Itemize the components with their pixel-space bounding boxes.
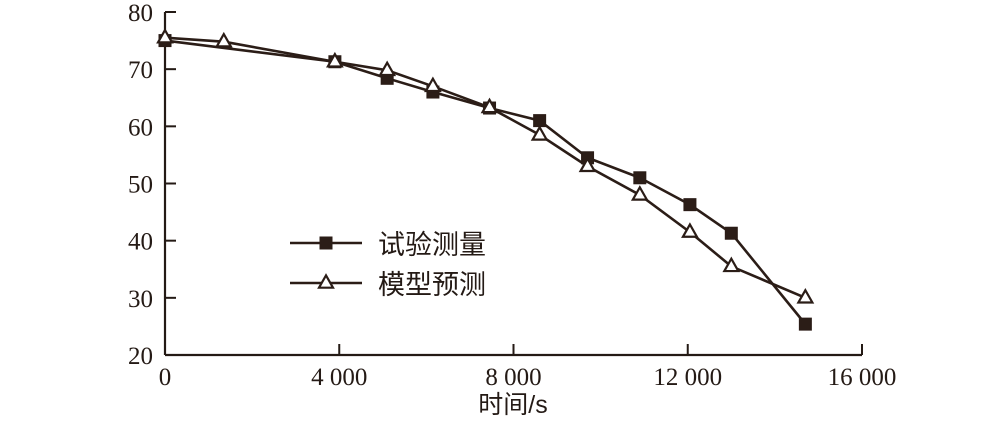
data-marker-square — [319, 236, 333, 250]
y-tick-label: 50 — [128, 172, 153, 199]
data-marker-triangle — [681, 222, 699, 238]
x-tick-label: 16 000 — [828, 364, 897, 391]
axis-lines — [163, 12, 862, 357]
y-tick-label: 40 — [128, 229, 153, 256]
data-marker-triangle — [796, 287, 815, 304]
y-tick-label: 30 — [128, 286, 153, 313]
data-marker-triangle — [424, 76, 442, 93]
y-axis-tick-labels: 20 30 40 50 60 70 80 — [128, 0, 153, 370]
x-axis-title: 时间/s — [478, 391, 547, 419]
data-marker-square — [633, 171, 647, 185]
x-tick-label: 12 000 — [653, 364, 722, 391]
x-tick-label: 0 — [159, 364, 172, 391]
data-marker-triangle — [326, 51, 344, 68]
data-marker-square — [798, 317, 812, 331]
data-marker-triangle — [578, 156, 597, 173]
data-marker-triangle — [156, 27, 174, 44]
legend-label: 试验测量 — [378, 230, 486, 260]
data-marker-square — [724, 226, 738, 240]
x-tick-label: 8 000 — [485, 364, 541, 391]
data-marker-triangle — [317, 273, 335, 289]
data-marker-triangle — [722, 256, 741, 273]
y-axis-title-wrapper: 口门处堤(坝)高度/cm — [0, 0, 40, 360]
data-marker-triangle — [530, 125, 549, 141]
x-tick-label: 4 000 — [311, 364, 367, 391]
data-marker-square — [683, 198, 697, 212]
legend-label: 模型预测 — [378, 270, 486, 300]
axis-tick-marks — [164, 11, 863, 356]
data-marker-triangle — [378, 60, 397, 77]
y-tick-label: 20 — [128, 343, 153, 370]
data-marker-triangle — [214, 31, 233, 48]
data-marker-triangle — [480, 97, 499, 114]
data-marker-square — [533, 114, 547, 128]
y-tick-label: 70 — [128, 57, 153, 84]
data-series-layer — [156, 27, 815, 331]
data-marker-triangle — [630, 185, 649, 201]
y-tick-label: 80 — [128, 0, 153, 27]
x-axis-tick-labels: 0 4 000 8 000 12 000 16 000 — [159, 364, 897, 391]
y-tick-label: 60 — [128, 114, 153, 141]
